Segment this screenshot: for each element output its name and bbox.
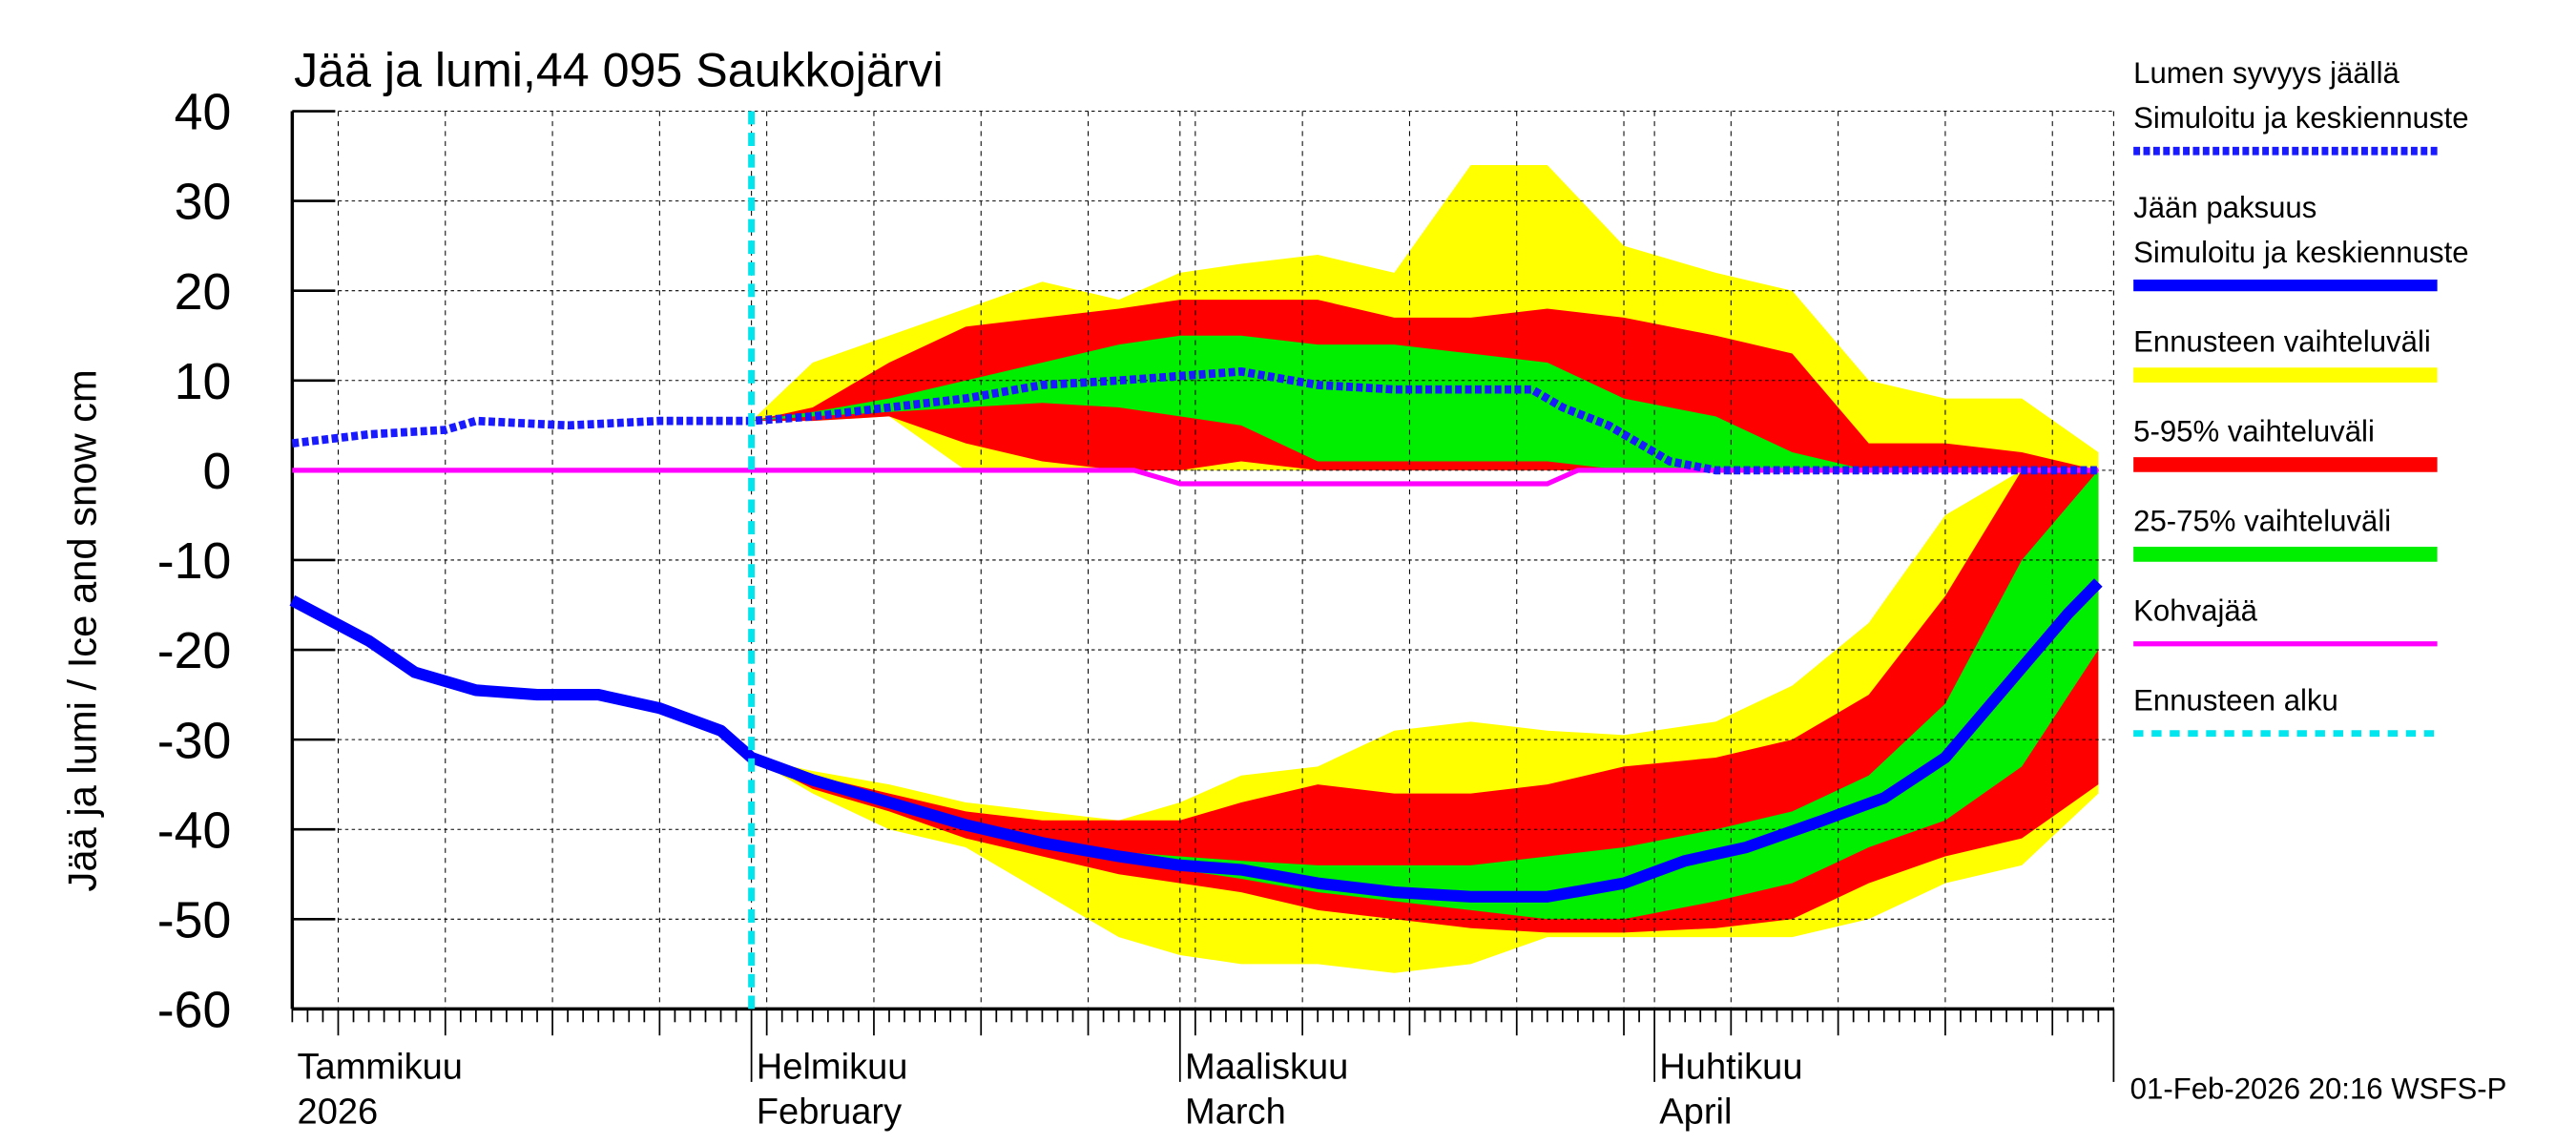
y-tick-label: -50 bbox=[157, 891, 232, 948]
month-label-fi: Maaliskuu bbox=[1185, 1046, 1348, 1087]
legend: Lumen syvyys jäällä Simuloitu ja keskienn… bbox=[2133, 56, 2469, 738]
footer-timestamp: 01-Feb-2026 20:16 WSFS-P bbox=[2130, 1072, 2507, 1105]
legend-label: Simuloitu ja keskiennuste bbox=[2133, 236, 2468, 269]
legend-label: Kohvajää bbox=[2133, 593, 2258, 627]
legend-label: Simuloitu ja keskiennuste bbox=[2133, 101, 2468, 135]
ice-thickness-line bbox=[289, 578, 2103, 903]
y-tick-label: 10 bbox=[175, 353, 232, 410]
month-label-fi: Tammikuu bbox=[298, 1046, 463, 1087]
y-tick-label: 0 bbox=[202, 443, 231, 500]
chart-title: Jää ja lumi,44 095 Saukkojärvi bbox=[294, 42, 944, 96]
y-tick-label: 30 bbox=[175, 174, 232, 231]
y-tick-label: -60 bbox=[157, 981, 232, 1038]
month-label-fi: Huhtikuu bbox=[1659, 1046, 1802, 1087]
y-tick-label: -20 bbox=[157, 622, 232, 679]
ice-band-p5_95 bbox=[751, 469, 2099, 933]
slush-ice-line bbox=[292, 468, 2099, 487]
month-label-en: February bbox=[757, 1091, 902, 1132]
legend-label: Lumen syvyys jäällä bbox=[2133, 56, 2399, 90]
month-label-fi: Helmikuu bbox=[757, 1046, 908, 1087]
y-tick-label: 20 bbox=[175, 263, 232, 321]
y-tick-label: -40 bbox=[157, 802, 232, 859]
legend-label: Ennusteen vaihteluväli bbox=[2133, 325, 2431, 359]
month-label-en: April bbox=[1659, 1091, 1732, 1132]
legend-label: 25-75% vaihteluväli bbox=[2133, 504, 2391, 537]
snow-band-p25_75 bbox=[751, 335, 2099, 470]
y-tick-label: 40 bbox=[175, 84, 232, 141]
y-tick-label: -10 bbox=[157, 532, 232, 590]
legend-label: 5-95% vaihteluväli bbox=[2133, 415, 2375, 448]
month-label-en: March bbox=[1185, 1091, 1286, 1132]
legend-label: Jään paksuus bbox=[2133, 191, 2316, 224]
month-label-en: 2026 bbox=[298, 1091, 379, 1132]
y-axis-label: Jää ja lumi / Ice and snow cm bbox=[59, 369, 104, 891]
legend-label: Ennusteen alku bbox=[2133, 683, 2338, 717]
y-tick-label: -30 bbox=[157, 712, 232, 769]
